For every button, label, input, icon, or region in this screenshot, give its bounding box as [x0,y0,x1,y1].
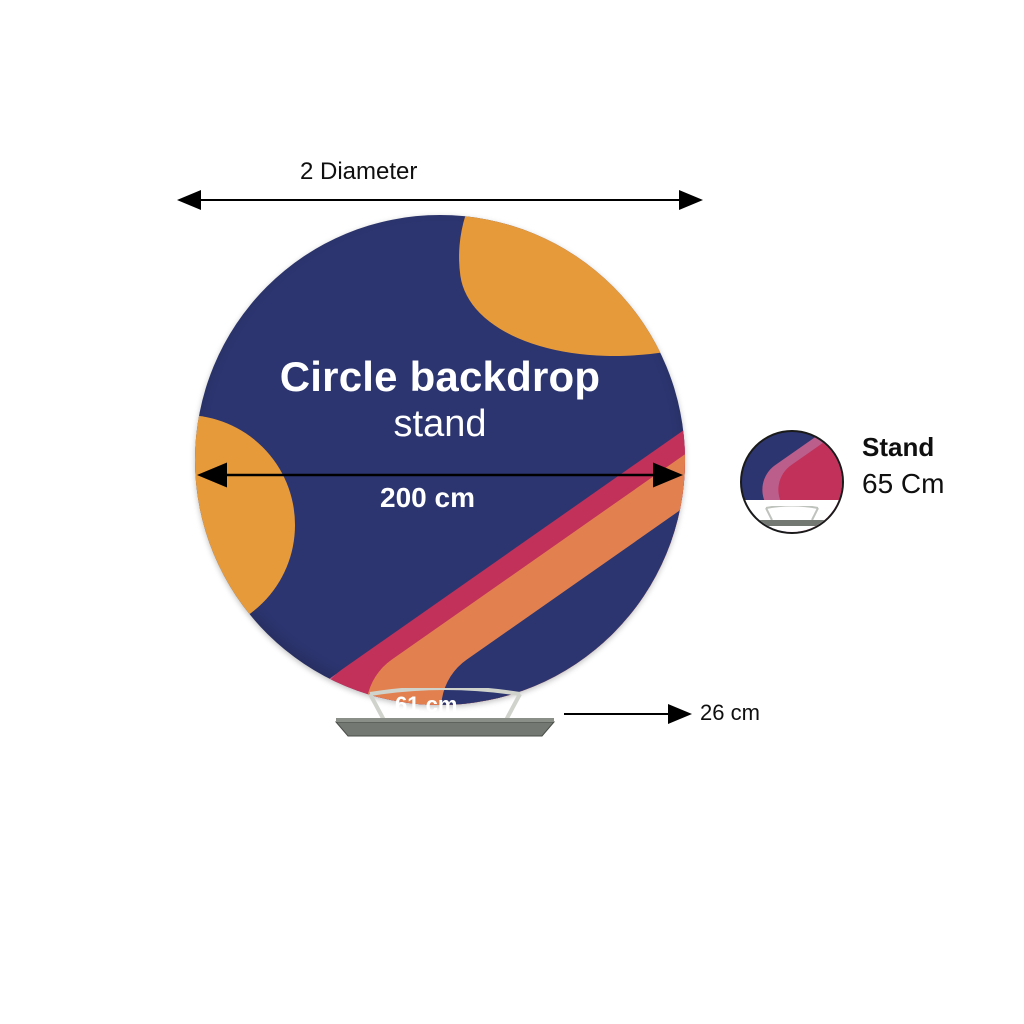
product-title-light: stand [195,403,685,446]
diameter-value-label: 200 cm [380,482,475,514]
base-width-label: 61 cm [395,692,457,718]
diameter-top-arrow [175,190,705,210]
base-depth-label: 26 cm [700,700,760,726]
product-title-bold: Circle backdrop [195,355,685,399]
stand-callout-value: 65 Cm [862,468,944,500]
stand-callout-title: Stand [862,432,934,463]
inset-stand-svg [752,506,832,526]
infographic-canvas: 2 Diameter Circle backdrop stand 200 cm … [0,0,1024,1024]
inset-preview-circle [740,430,844,534]
diameter-top-label: 2 Diameter [300,158,417,186]
blob-left-orange [195,415,295,635]
base-depth-arrow [560,704,700,724]
backdrop-circle: Circle backdrop stand [195,215,685,705]
